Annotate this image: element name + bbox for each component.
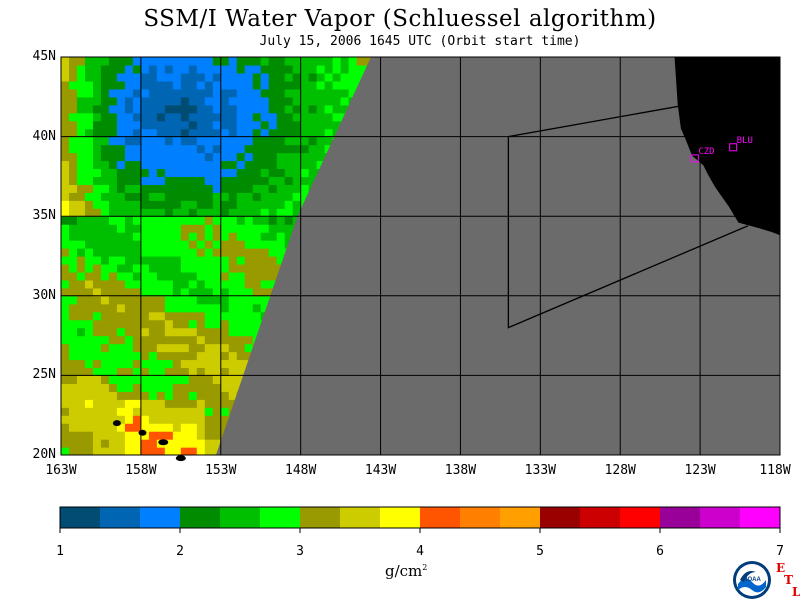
colorbar-swatch [700, 507, 740, 528]
colorbar-unit: g/cm2 [385, 562, 428, 580]
colorbar-swatch [140, 507, 180, 528]
colorbar-swatch [420, 507, 460, 528]
hawaiian-island [138, 429, 147, 436]
colorbar-swatch [580, 507, 620, 528]
station-square [729, 143, 738, 152]
study-region-outline [507, 96, 749, 329]
lat-label: 20N [32, 447, 56, 462]
colorbar-tick-label: 6 [656, 544, 664, 559]
lon-label: 118W [759, 463, 791, 478]
map-frame [60, 56, 781, 456]
hawaiian-island [175, 455, 186, 462]
colorbar-swatch [340, 507, 380, 528]
station-square [690, 154, 699, 163]
colorbar-swatch [460, 507, 500, 528]
lat-label: 25N [32, 367, 56, 383]
lon-label: 138W [444, 463, 477, 478]
colorbar-swatch [380, 507, 420, 528]
colorbar-swatch [620, 507, 660, 528]
lat-label: 30N [32, 287, 56, 303]
noaa-logo-text: NOAA [743, 577, 761, 583]
lon-label: 128W [604, 463, 636, 478]
station-label-blu: BLU [736, 135, 753, 146]
colorbar-swatch [60, 507, 100, 528]
lat-label: 35N [32, 208, 56, 224]
colorbar-tick-label: 4 [416, 544, 424, 559]
colorbar-tick-label: 3 [296, 544, 304, 559]
etl-letter: T [784, 573, 793, 587]
noaa-logo-icon: NOAA [733, 561, 771, 599]
page-subtitle: July 15, 2006 1645 UTC (Orbit start time… [259, 34, 581, 49]
hawaiian-island [158, 439, 169, 446]
lon-label: 148W [285, 463, 317, 478]
lat-label: 40N [32, 128, 56, 144]
colorbar-tick-label: 1 [56, 544, 64, 559]
colorbar-swatch [500, 507, 540, 528]
colorbar-swatch [180, 507, 220, 528]
colorbar-swatch [540, 507, 580, 528]
colorbar-tick-label: 5 [536, 544, 544, 559]
lon-label: 163W [45, 463, 77, 478]
lon-label: 153W [205, 463, 237, 478]
colorbar-swatch [660, 507, 700, 528]
colorbar-tick-label: 7 [776, 544, 784, 559]
colorbar-tick-label: 2 [176, 544, 184, 559]
colorbar-swatch [100, 507, 140, 528]
california-coast [674, 57, 780, 236]
lon-label: 123W [684, 463, 716, 478]
lon-label: 158W [125, 463, 157, 478]
page-title: SSM/I Water Vapor (Schluessel algorithm) [143, 6, 657, 32]
colorbar-swatch [220, 507, 260, 528]
etl-letter: L [792, 585, 800, 599]
colorbar-swatch [260, 507, 300, 528]
lon-label: 133W [524, 463, 556, 478]
colorbar-swatch [740, 507, 780, 528]
lon-label: 143W [364, 463, 397, 478]
station-label-czd: CZD [698, 146, 715, 157]
hawaiian-island [112, 420, 121, 427]
etl-letter: E [776, 561, 786, 575]
lat-label: 45N [32, 49, 56, 64]
colorbar-swatch [300, 507, 340, 528]
